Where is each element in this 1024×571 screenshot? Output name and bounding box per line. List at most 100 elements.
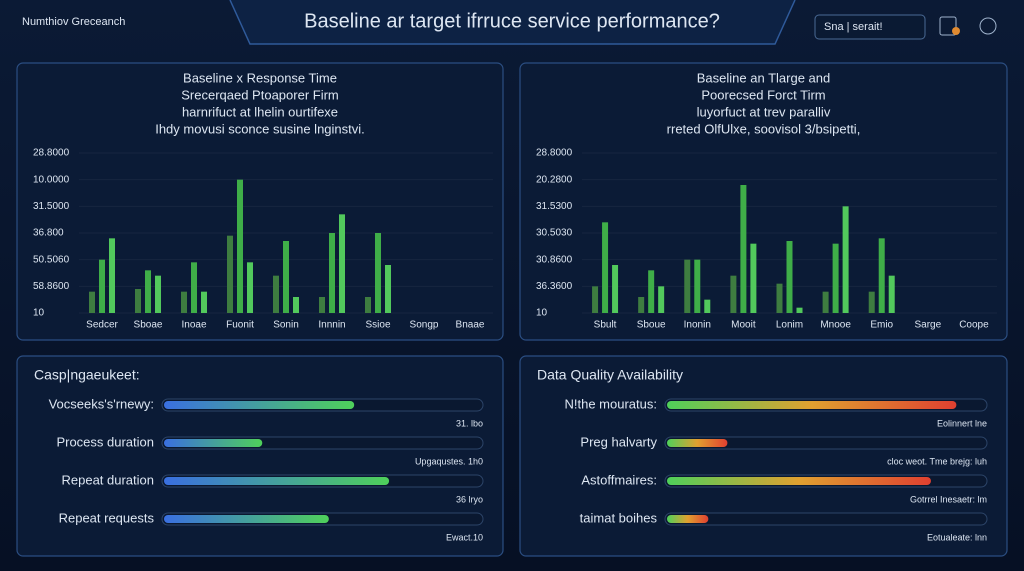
row-note: 31. lbo xyxy=(456,418,483,428)
progress-bar xyxy=(667,477,931,485)
row-note: Eotualeate: lnn xyxy=(927,532,987,542)
row-label: Vocseeks's'rnewy: xyxy=(49,396,154,411)
row-label: Astoffmaires: xyxy=(581,472,657,487)
bar xyxy=(375,233,381,313)
x-tick-label: Emio xyxy=(870,320,893,331)
progress-bar xyxy=(164,477,390,485)
bar xyxy=(648,270,655,313)
x-tick-label: Mooit xyxy=(731,320,756,331)
row-label: Process duration xyxy=(56,434,154,449)
bar xyxy=(612,265,619,313)
x-tick-label: Sbult xyxy=(594,320,617,331)
bar xyxy=(201,291,207,313)
page-title: Baseline ar target ifrruce service perfo… xyxy=(304,10,720,32)
x-tick-label: Inonin xyxy=(684,320,711,331)
bar xyxy=(329,233,335,313)
x-tick-label: Ssioe xyxy=(365,320,390,331)
row-note: 36 lryo xyxy=(456,494,483,504)
bar xyxy=(155,275,161,313)
x-tick-label: Sboue xyxy=(637,320,666,331)
bar xyxy=(658,286,665,313)
y-tick-label: 30.8600 xyxy=(536,254,573,265)
row-label: Preg halvarty xyxy=(580,434,657,449)
chart-title: rreted OlfUlxe, soovisol 3/bsipetti, xyxy=(667,121,861,136)
bar xyxy=(740,185,747,313)
y-tick-label: 31.5300 xyxy=(536,201,573,212)
x-tick-label: Songp xyxy=(410,320,439,331)
bar xyxy=(868,291,875,313)
header-bar xyxy=(229,0,796,45)
row-label: Repeat requests xyxy=(59,510,155,525)
y-tick-label: 10 xyxy=(536,308,548,319)
row-note: Upgaqustes. 1h0 xyxy=(415,456,483,466)
progress-bar xyxy=(667,401,957,409)
bar xyxy=(888,275,895,313)
x-tick-label: Fuonit xyxy=(226,320,254,331)
y-tick-label: 36.800 xyxy=(33,228,64,239)
y-tick-label: 28.8000 xyxy=(536,148,573,159)
bar xyxy=(109,238,115,313)
bar xyxy=(878,238,885,313)
user-icon[interactable] xyxy=(979,17,997,35)
chart-title: harnrifuct at lhelin ourtifexe xyxy=(182,104,338,119)
bar xyxy=(181,291,187,313)
x-tick-label: Bnaae xyxy=(456,320,485,331)
progress-bar xyxy=(164,401,355,409)
x-tick-label: Sboae xyxy=(134,320,163,331)
bar xyxy=(145,270,151,313)
search-text[interactable]: Sna | serait! xyxy=(824,21,883,33)
chart-title: Baseline x Response Time xyxy=(183,70,337,85)
y-tick-label: 30.5030 xyxy=(536,228,573,239)
y-tick-label: 10 xyxy=(33,308,45,319)
y-tick-label: 20.2800 xyxy=(536,174,573,185)
y-tick-label: 10.0000 xyxy=(33,174,70,185)
progress-bar xyxy=(164,515,329,523)
bar xyxy=(832,243,839,313)
chart-title: Ihdy movusi sconce susine lnginstvi. xyxy=(155,121,365,136)
y-tick-label: 36.3600 xyxy=(536,281,573,292)
progress-bar xyxy=(667,515,709,523)
bar xyxy=(99,259,105,313)
panel-title: Data Quality Availability xyxy=(537,367,683,383)
bar xyxy=(796,307,803,313)
notify-dot xyxy=(952,27,960,35)
chart-title: luyorfuct at trev paralliv xyxy=(697,104,831,119)
row-label: N!the mouratus: xyxy=(565,396,658,411)
chart-title: Baseline an Tlarge and xyxy=(697,70,830,85)
bar xyxy=(227,235,233,313)
bar xyxy=(786,241,793,313)
bar xyxy=(237,179,243,313)
chart-title: Srecerqaed Ptoaporer Firm xyxy=(181,87,339,102)
bar xyxy=(385,265,391,313)
bar xyxy=(273,275,279,313)
search-box[interactable] xyxy=(814,14,926,40)
bar xyxy=(319,297,325,313)
x-tick-label: Sedcer xyxy=(86,320,118,331)
x-tick-label: Mnooe xyxy=(820,320,851,331)
bar xyxy=(842,206,849,313)
panel xyxy=(519,62,1008,341)
row-note: Ewact.10 xyxy=(446,532,483,542)
panel-title: Casp|ngaeukeet: xyxy=(34,367,140,383)
y-tick-label: 50.5060 xyxy=(33,254,70,265)
row-label: Repeat duration xyxy=(61,472,154,487)
bar xyxy=(684,259,691,313)
bar xyxy=(339,214,345,313)
track xyxy=(664,512,988,526)
brand: Numthiov Greceanch xyxy=(22,16,125,28)
bar xyxy=(247,262,253,313)
bar xyxy=(592,286,599,313)
bar xyxy=(293,297,299,313)
x-tick-label: Innnin xyxy=(318,320,345,331)
y-tick-label: 28.8000 xyxy=(33,148,70,159)
bar xyxy=(283,241,289,313)
progress-bar xyxy=(667,439,728,447)
bar xyxy=(750,243,757,313)
bar xyxy=(89,291,95,313)
bar xyxy=(776,283,783,313)
x-tick-label: Inoae xyxy=(181,320,206,331)
chart-title: Poorecsed Forct Tirm xyxy=(701,87,825,102)
file-icon[interactable] xyxy=(939,16,957,36)
bar xyxy=(704,299,711,313)
